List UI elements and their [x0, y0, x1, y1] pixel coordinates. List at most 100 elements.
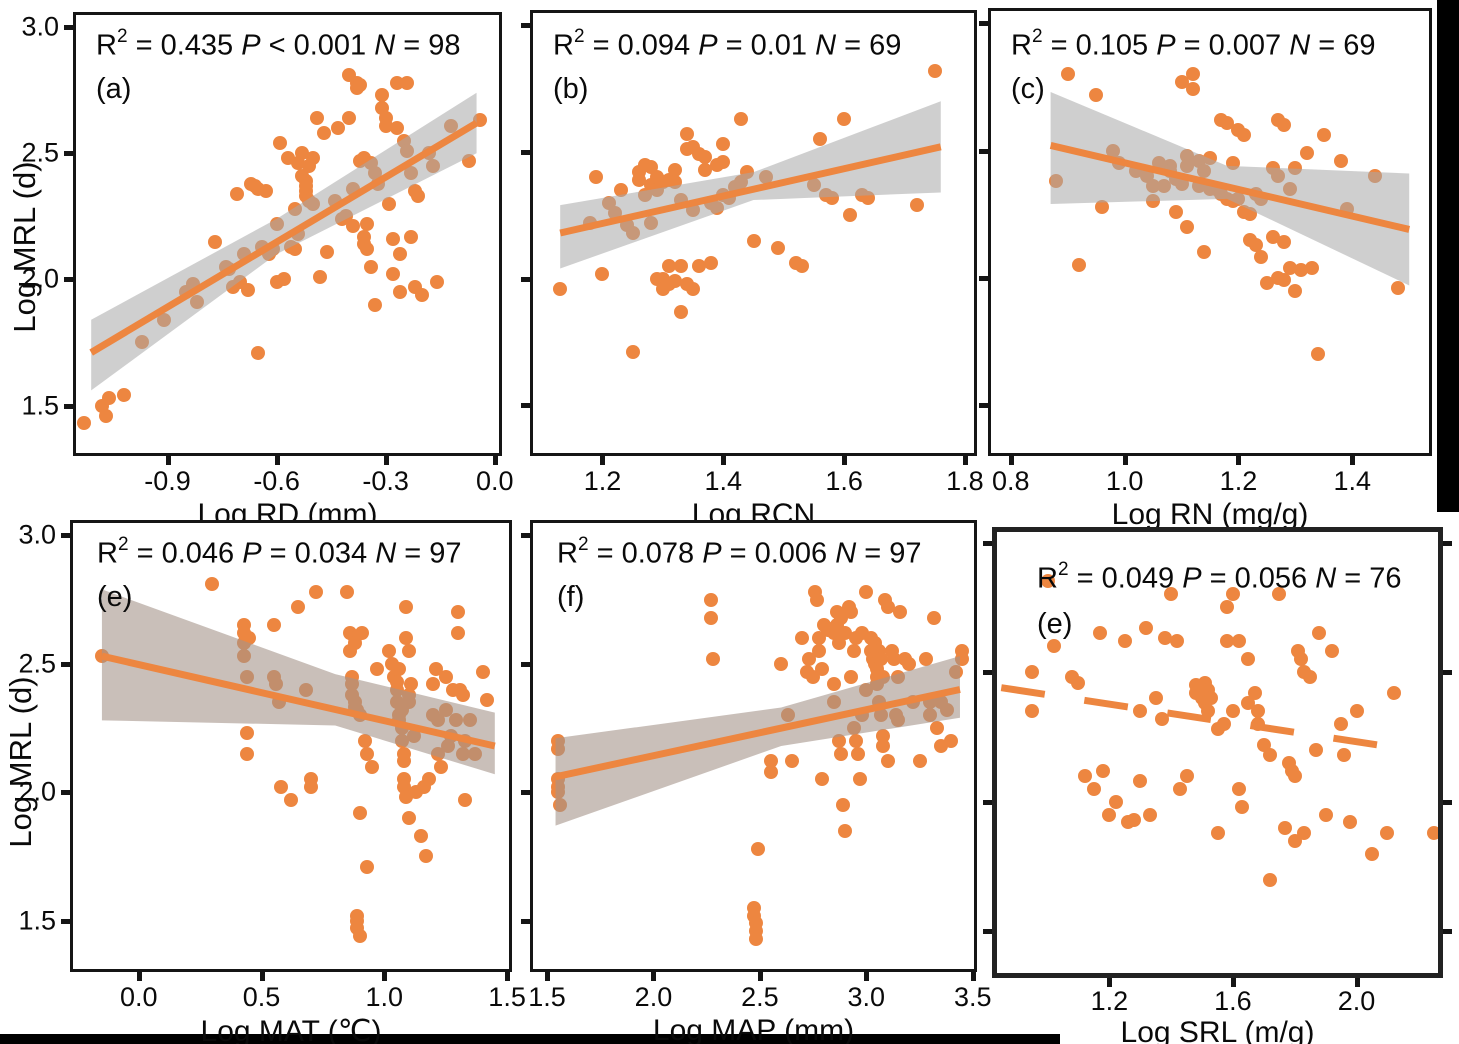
data-point — [770, 241, 785, 256]
data-point — [266, 618, 281, 633]
x-tick-label: 1.4 — [704, 466, 743, 496]
x-tick-mark — [505, 972, 511, 981]
stat-value: = 69 — [1310, 29, 1376, 62]
y-tick-label: 2.0 — [18, 776, 56, 807]
stat-value: = 97 — [856, 537, 922, 570]
data-point — [1025, 665, 1040, 680]
y-tick-label: 2.0 — [21, 263, 59, 294]
data-point — [837, 111, 852, 126]
data-point — [401, 643, 416, 658]
data-point — [365, 759, 380, 774]
data-point — [98, 408, 113, 423]
data-point — [1349, 704, 1364, 719]
data-point — [706, 651, 721, 666]
stats-text: R2 = 0.046 P = 0.034 N = 97 — [97, 535, 462, 570]
stat-value: = 76 — [1336, 562, 1402, 595]
data-point — [229, 186, 244, 201]
stat-value: = 0.034 — [261, 537, 376, 570]
y-tick-mark — [979, 403, 988, 409]
trend-overlay — [554, 656, 961, 826]
data-point — [1093, 626, 1108, 641]
data-point — [810, 592, 825, 607]
data-point — [833, 610, 848, 625]
data-point — [1204, 691, 1219, 706]
trend-line — [89, 119, 479, 356]
confidence-band — [560, 101, 941, 269]
stat-symbol: P — [1156, 29, 1176, 62]
data-point — [1154, 711, 1169, 726]
data-point — [613, 182, 628, 197]
data-point — [833, 746, 848, 761]
x-axis-title: Log RN (mg/g) — [1111, 498, 1309, 531]
stats-text: R2 = 0.078 P = 0.006 N = 97 — [557, 535, 922, 570]
data-point — [298, 179, 313, 194]
y-tick-mark — [64, 403, 73, 409]
data-point — [392, 661, 407, 676]
data-point — [1250, 704, 1265, 719]
data-point — [844, 605, 859, 620]
data-point — [1324, 644, 1339, 659]
data-point — [399, 631, 414, 646]
x-tick-label: -0.6 — [253, 466, 300, 496]
data-point — [595, 266, 610, 281]
data-point — [276, 272, 291, 287]
data-point — [1102, 807, 1117, 822]
data-point — [102, 390, 117, 405]
y-tick-mark — [61, 661, 70, 667]
data-point — [880, 600, 895, 615]
stat-value: = 0.435 — [127, 29, 242, 62]
data-point — [393, 285, 408, 300]
data-point — [1248, 237, 1263, 252]
data-point — [848, 733, 863, 748]
data-point — [1282, 260, 1297, 275]
x-tick-label: -0.3 — [362, 466, 409, 496]
stat-symbol: N — [1289, 29, 1311, 62]
data-point — [1164, 587, 1179, 602]
data-point — [812, 643, 827, 658]
data-point — [1108, 794, 1123, 809]
data-point — [429, 274, 444, 289]
data-point — [1219, 600, 1234, 615]
data-point — [933, 739, 948, 753]
x-tick-mark — [842, 456, 848, 465]
data-point — [411, 189, 426, 204]
y-axis-title-bottom: Log MRL (d) — [3, 676, 38, 848]
data-point — [340, 584, 355, 599]
trend-line — [1049, 142, 1411, 233]
data-point — [1185, 67, 1200, 82]
data-point — [342, 110, 357, 125]
data-point — [1272, 587, 1287, 602]
trend-overlay — [559, 101, 942, 269]
data-point — [1185, 82, 1200, 97]
data-point — [385, 232, 400, 247]
x-tick-label: 1.6 — [825, 466, 863, 496]
stats-text: R2 = 0.435 P < 0.001 N = 98 — [96, 27, 461, 62]
y-tick-mark — [64, 277, 73, 283]
y-tick-mark-right — [1443, 929, 1452, 935]
data-point — [686, 281, 701, 296]
y-tick-mark — [983, 670, 992, 676]
data-point — [1237, 128, 1252, 143]
data-point — [874, 651, 889, 666]
data-point — [589, 170, 604, 185]
trend-overlay — [1049, 92, 1411, 286]
x-axis-title: Log SRL (m/g) — [1120, 1016, 1315, 1044]
stat-symbol: P — [702, 537, 722, 570]
data-point — [364, 259, 379, 274]
data-point — [367, 297, 382, 312]
x-tick-mark — [1350, 456, 1356, 465]
data-point — [404, 229, 419, 244]
data-point — [1259, 275, 1274, 290]
trend-line-dashed — [1000, 684, 1395, 751]
stat-value: = 69 — [836, 29, 902, 62]
stat-value: = 0.078 — [588, 537, 703, 570]
data-point — [295, 146, 310, 161]
data-point — [876, 739, 891, 753]
data-point — [1173, 781, 1188, 796]
data-point — [1364, 846, 1379, 861]
data-point — [1241, 652, 1256, 667]
data-point — [667, 274, 682, 289]
stat-value: R — [1011, 29, 1032, 62]
x-tick-label: 2.0 — [1337, 986, 1376, 1016]
data-point — [305, 151, 320, 166]
